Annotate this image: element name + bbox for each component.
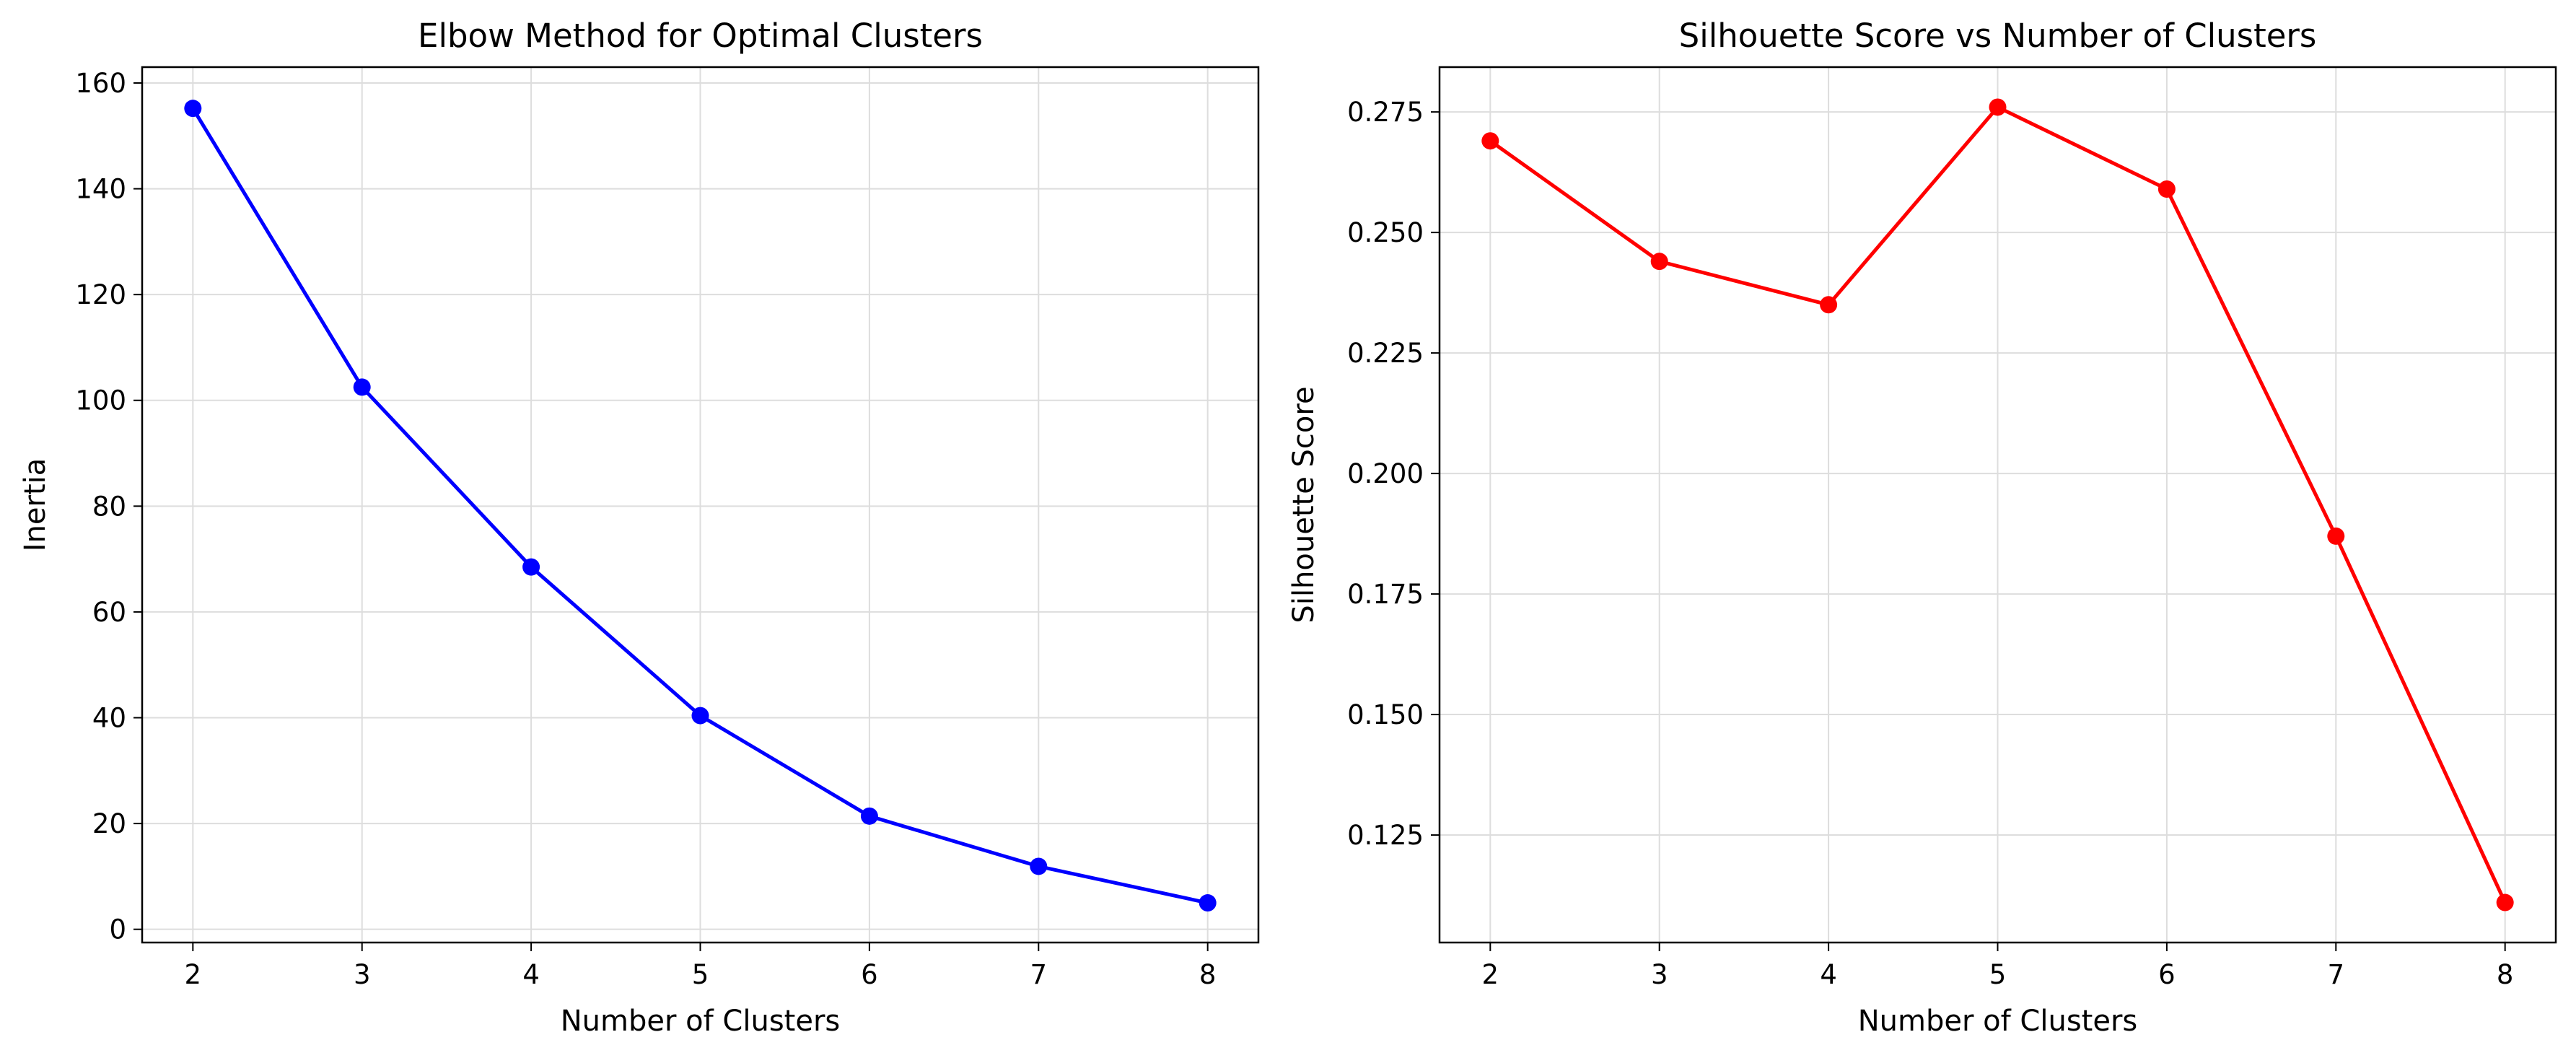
x-tick-label: 3 bbox=[1651, 959, 1668, 990]
y-tick-label: 0.200 bbox=[1347, 458, 1424, 489]
x-tick-label: 7 bbox=[1030, 959, 1048, 990]
y-tick-label: 160 bbox=[75, 68, 126, 99]
data-point bbox=[1481, 132, 1499, 150]
silhouette-chart: Silhouette Score vs Number of Clusters N… bbox=[1287, 17, 2557, 1038]
y-tick-label: 140 bbox=[75, 174, 126, 205]
x-tick-label: 5 bbox=[692, 959, 709, 990]
data-point bbox=[2327, 527, 2345, 545]
x-tick-label: 2 bbox=[185, 959, 202, 990]
data-point bbox=[1989, 98, 2007, 116]
data-point bbox=[184, 100, 202, 118]
x-tick-label: 4 bbox=[1820, 959, 1837, 990]
y-tick-label: 40 bbox=[92, 703, 126, 734]
x-tick-label: 2 bbox=[1482, 959, 1499, 990]
y-tick-label: 0.275 bbox=[1347, 97, 1424, 128]
data-point bbox=[2157, 180, 2176, 198]
y-tick-label: 0.125 bbox=[1347, 820, 1424, 851]
plot-frame bbox=[141, 66, 1260, 944]
x-tick-label: 6 bbox=[861, 959, 878, 990]
plot-frame bbox=[1438, 66, 2557, 944]
y-tick-label: 100 bbox=[75, 385, 126, 416]
data-point bbox=[2496, 893, 2514, 911]
y-tick-label: 0.150 bbox=[1347, 699, 1424, 730]
y-tick-label: 120 bbox=[75, 279, 126, 310]
data-point bbox=[1030, 857, 1048, 875]
chart-title: Elbow Method for Optimal Clusters bbox=[418, 17, 983, 55]
y-tick-label: 60 bbox=[92, 597, 126, 628]
grid bbox=[142, 67, 1258, 943]
y-tick-label: 20 bbox=[92, 808, 126, 839]
grid bbox=[1440, 67, 2556, 943]
x-tick-label: 6 bbox=[2158, 959, 2176, 990]
x-tick-label: 8 bbox=[2497, 959, 2514, 990]
data-point bbox=[522, 558, 540, 576]
x-axis-label: Number of Clusters bbox=[1858, 1005, 2137, 1038]
y-axis-label: Inertia bbox=[19, 458, 52, 552]
chart-title: Silhouette Score vs Number of Clusters bbox=[1679, 17, 2317, 55]
x-tick-label: 4 bbox=[522, 959, 540, 990]
data-point bbox=[353, 378, 371, 396]
x-tick-label: 7 bbox=[2328, 959, 2345, 990]
x-tick-label: 3 bbox=[354, 959, 371, 990]
x-tick-label: 5 bbox=[1989, 959, 2007, 990]
data-point bbox=[691, 707, 709, 725]
y-tick-label: 80 bbox=[92, 491, 126, 522]
x-tick-label: 8 bbox=[1199, 959, 1217, 990]
data-point bbox=[1650, 253, 1668, 271]
x-axis-label: Number of Clusters bbox=[561, 1005, 840, 1038]
ticks: 2 3 4 5 6 7 8 0.125 0.150 0.175 0.200 0.225 0.250 0.2… bbox=[1347, 97, 2513, 990]
elbow-chart: Elbow Method for Optimal Clusters Number… bbox=[19, 17, 1260, 1038]
y-tick-label: 0.175 bbox=[1347, 579, 1424, 610]
data-point bbox=[1820, 296, 1838, 314]
y-tick-label: 0 bbox=[109, 914, 126, 945]
y-tick-label: 0.225 bbox=[1347, 338, 1424, 369]
data-point bbox=[1199, 894, 1217, 912]
data-point bbox=[860, 807, 878, 825]
y-tick-label: 0.250 bbox=[1347, 217, 1424, 248]
y-axis-label: Silhouette Score bbox=[1287, 386, 1320, 623]
